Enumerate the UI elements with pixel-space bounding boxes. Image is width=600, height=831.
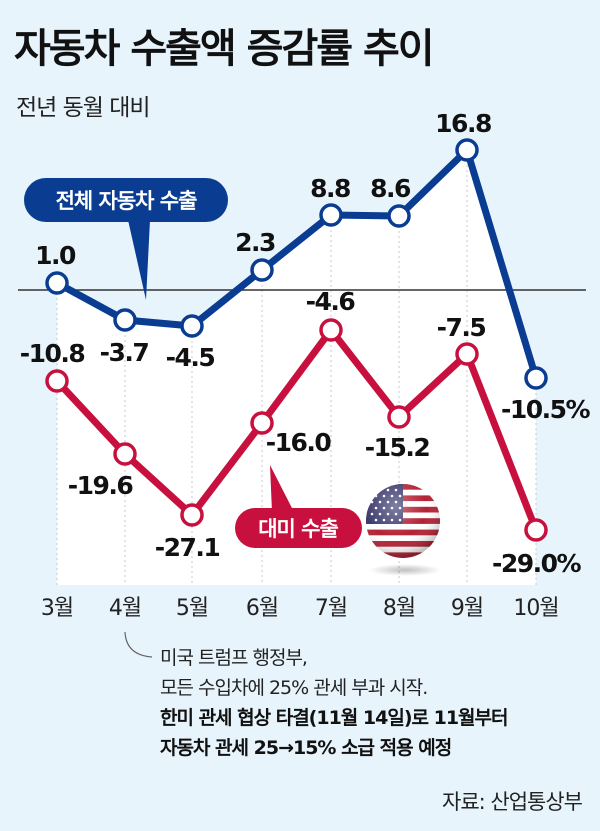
data-point — [524, 518, 548, 542]
value-label: -15.2 — [365, 433, 430, 462]
x-tick-label: 4월 — [109, 596, 141, 621]
data-point — [455, 342, 479, 366]
value-label: -4.5 — [166, 343, 215, 372]
x-tick-label: 9월 — [451, 596, 483, 621]
value-label: 1.0 — [35, 241, 76, 270]
vertical-gridlines — [56, 150, 537, 585]
source-credit: 자료: 산업통상부 — [442, 790, 583, 814]
us-exports-markers — [45, 318, 548, 542]
x-tick-label: 3월 — [41, 596, 73, 621]
data-point — [524, 366, 548, 390]
annotation-note: 미국 트럼프 행정부, 모든 수입차에 25% 관세 부과 시작. 한미 관세 … — [160, 643, 508, 763]
value-label: 2.3 — [235, 228, 275, 257]
value-label: -27.1 — [155, 533, 220, 562]
plot-fill-area — [57, 150, 536, 585]
data-point — [113, 308, 137, 332]
data-point — [45, 369, 69, 393]
data-point — [45, 271, 69, 295]
value-label: -19.6 — [68, 471, 134, 500]
chart-subtitle: 전년 동월 대비 — [16, 95, 151, 121]
x-tick-label: 7월 — [315, 596, 347, 621]
data-point — [319, 318, 343, 342]
value-label: -10.8 — [20, 339, 85, 368]
data-point — [250, 411, 274, 435]
us-exports-line — [54, 326, 540, 532]
data-point — [387, 204, 411, 228]
x-tick-label: 6월 — [246, 596, 278, 621]
data-point — [319, 203, 343, 227]
data-point — [113, 442, 137, 466]
value-label: 16.8 — [435, 109, 491, 138]
x-tick-label: 10월 — [513, 596, 558, 621]
x-tick-label: 8월 — [383, 596, 415, 621]
value-label: -7.5 — [437, 313, 486, 342]
us-flag-icon — [366, 484, 441, 576]
x-tick-label: 5월 — [176, 596, 208, 621]
us-exports-callout: 대미 수출 — [235, 465, 362, 548]
annotation-line-1: 미국 트럼프 행정부, — [160, 647, 308, 669]
value-label: -3.7 — [100, 338, 149, 367]
annotation-connector — [124, 631, 153, 658]
data-point — [387, 405, 411, 429]
value-label: -16.0 — [266, 428, 332, 457]
chart-title: 자동차 수출액 증감률 추이 — [14, 26, 435, 72]
annotation-line-3: 한미 관세 협상 타결(11월 14일)로 11월부터 — [160, 707, 508, 729]
total-exports-value-labels: 1.0 -3.7 -4.5 2.3 8.8 8.6 16.8 -10.5% — [35, 109, 592, 424]
total-exports-label: 전체 자동차 수출 — [56, 189, 198, 213]
x-axis-labels: 3월 4월 5월 6월 7월 8월 9월 10월 — [41, 596, 560, 621]
value-label: -10.5% — [501, 395, 591, 424]
annotation-line-4: 자동차 관세 25→15% 소급 적용 예정 — [160, 737, 452, 759]
us-exports-label: 대미 수출 — [258, 517, 338, 541]
us-exports-value-labels: -10.8 -19.6 -27.1 -16.0 -4.6 -15.2 -7.5 … — [20, 287, 583, 578]
data-point — [180, 503, 204, 527]
data-point — [180, 314, 204, 338]
value-label: -29.0% — [492, 549, 582, 578]
data-point — [250, 258, 274, 282]
value-label: -4.6 — [306, 287, 356, 316]
total-exports-callout: 전체 자동차 수출 — [24, 178, 228, 300]
value-label: 8.8 — [310, 174, 350, 203]
total-exports-markers — [45, 138, 548, 390]
data-point — [455, 138, 479, 162]
annotation-line-2: 모든 수입차에 25% 관세 부과 시작. — [160, 677, 428, 699]
value-label: 8.6 — [370, 174, 411, 203]
